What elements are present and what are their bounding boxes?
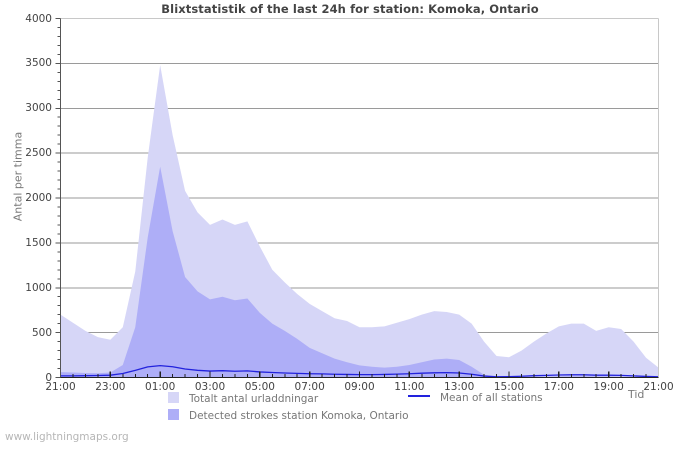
y-tick-label-4000: 4000 (25, 12, 52, 25)
y-tick-label-2000: 2000 (25, 192, 52, 204)
x-axis-label: Tid (628, 388, 645, 401)
x-tick-label-4: 05:00 (244, 381, 275, 393)
y-axis-tick-labels: 0 500 1000 1500 2000 2500 3000 3500 4000 (0, 0, 52, 450)
legend-item-total: Totalt antal urladdningar (168, 392, 318, 405)
chart-legend: Totalt antal urladdningar Detected strok… (0, 392, 700, 428)
x-tick-label-9: 15:00 (493, 381, 525, 393)
area-series-total (60, 65, 659, 378)
legend-item-mean: Mean of all stations (408, 392, 543, 404)
y-tick-label-3500: 3500 (25, 57, 52, 70)
y-tick-label-1500: 1500 (25, 236, 52, 249)
legend-swatch-total (168, 392, 179, 403)
x-tick-label-8: 13:00 (444, 381, 475, 393)
x-tick-label-7: 11:00 (394, 381, 425, 393)
legend-label-total: Totalt antal urladdningar (189, 393, 319, 405)
area-series-group (60, 65, 659, 378)
x-tick-label-6: 09:00 (344, 381, 375, 393)
page-title: Blixtstatistik of the last 24h for stati… (161, 2, 539, 16)
legend-swatch-station (168, 409, 179, 420)
watermark: www.lightningmaps.org (5, 431, 129, 443)
x-tick-label-5: 07:00 (294, 381, 325, 393)
y-tick-label-1000: 1000 (25, 281, 52, 294)
y-tick-label-2500: 2500 (25, 147, 52, 160)
y-tick-label-500: 500 (31, 326, 52, 339)
x-tick-label-1: 23:00 (95, 381, 126, 393)
x-tick-label-11: 19:00 (593, 381, 624, 393)
legend-label-station: Detected strokes station Komoka, Ontario (189, 410, 409, 422)
area-series-station (60, 166, 659, 378)
x-tick-label-2: 01:00 (145, 381, 176, 393)
plot-frame (60, 18, 659, 379)
y-tick-label-0: 0 (45, 371, 52, 384)
legend-line-mean (408, 395, 430, 397)
legend-label-mean: Mean of all stations (440, 392, 543, 404)
legend-item-station: Detected strokes station Komoka, Ontario (168, 409, 409, 422)
y-tick-label-3000: 3000 (25, 102, 52, 115)
x-tick-label-10: 17:00 (543, 381, 574, 393)
x-tick-label-3: 03:00 (194, 381, 226, 393)
x-tick-label-12: 21:00 (643, 381, 674, 393)
x-tick-label-0: 21:00 (45, 381, 76, 393)
